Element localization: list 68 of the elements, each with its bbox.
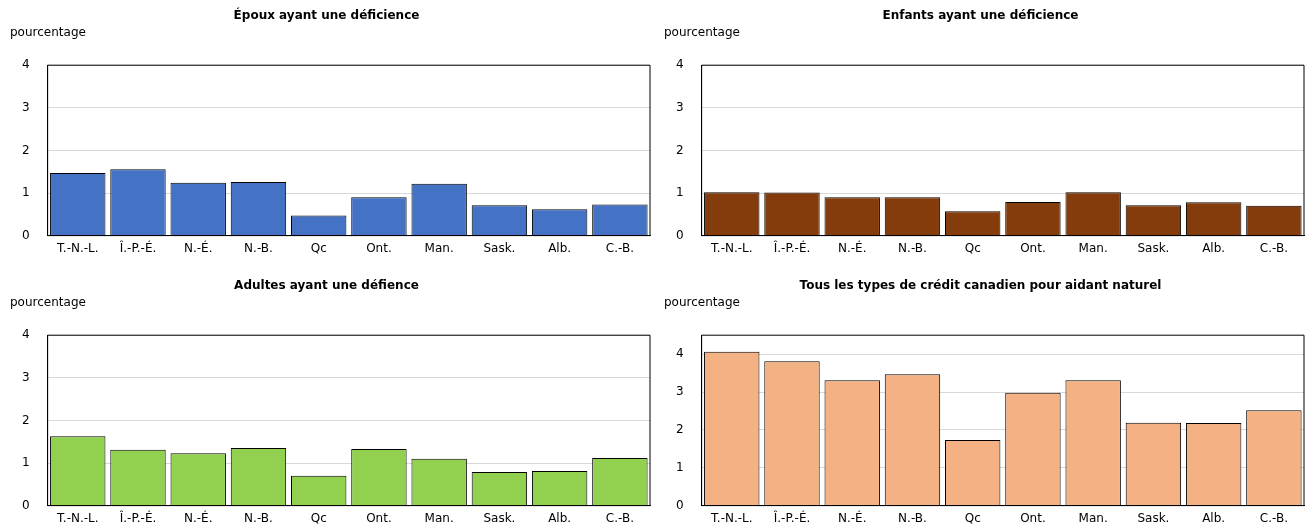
x-tick-label: C.-B. [605,510,634,524]
y-tick-label: 2 [675,142,684,157]
chart-title: Enfants ayant une déficience [881,8,1080,22]
y-axis-title: pourcentage [10,295,86,309]
x-tick-label: Alb. [548,240,572,255]
x-tick-label: Qc [310,510,327,524]
y-axis-title: pourcentage [664,295,740,309]
chart-title: Époux ayant une déficience [232,8,421,22]
y-tick-label: 1 [21,185,30,200]
y-tick-label: 0 [675,227,684,242]
x-tick-label: Sask. [483,240,516,255]
x-tick-label: T.-N.-L. [709,510,753,524]
x-tick-label: Î.-P.-É. [118,239,157,255]
y-tick-label: 0 [21,497,30,512]
x-tick-label: Î.-P.-É. [118,509,157,524]
x-tick-label: Sask. [1137,510,1170,524]
y-tick-label: 4 [675,346,684,361]
x-tick-label: C.-B. [1259,240,1288,255]
x-tick-label: Man. [1078,510,1108,524]
x-tick-label: N.-É. [183,239,213,255]
x-tick-label: Alb. [548,510,572,524]
y-axis-title: pourcentage [664,25,740,39]
x-tick-label: T.-N.-L. [55,510,99,524]
x-tick-label: Ont. [366,240,392,255]
y-tick-label: 3 [675,99,684,114]
x-tick-label: N.-É. [837,239,867,255]
y-tick-label: 0 [675,497,684,512]
x-tick-label: N.-B. [898,240,927,255]
y-tick-label: 2 [21,412,30,427]
x-tick-label: N.-B. [244,240,273,255]
x-tick-label: C.-B. [1259,510,1288,524]
x-tick-label: Qc [310,240,327,255]
x-tick-label: T.-N.-L. [709,240,753,255]
x-tick-label: Î.-P.-É. [772,239,811,255]
y-tick-label: 2 [675,421,684,436]
x-tick-label: N.-É. [837,509,867,524]
chart-title: Tous les types de crédit canadien pour aidant naturel [798,278,1163,292]
x-tick-label: N.-É. [183,509,213,524]
x-tick-label: Ont. [366,510,392,524]
y-axis-title: pourcentage [10,25,86,39]
x-tick-label: Man. [1078,240,1108,255]
y-tick-label: 3 [675,384,684,399]
y-tick-label: 4 [21,57,30,72]
y-tick-label: 4 [675,57,684,72]
x-tick-label: Ont. [1020,510,1046,524]
x-tick-label: C.-B. [605,240,634,255]
x-tick-label: Î.-P.-É. [772,509,811,524]
x-tick-label: N.-B. [898,510,927,524]
x-tick-label: Man. [424,510,454,524]
y-tick-label: 2 [21,142,30,157]
y-tick-label: 1 [21,455,30,470]
x-tick-label: Man. [424,240,454,255]
x-tick-label: Sask. [483,510,516,524]
y-tick-label: 3 [21,99,30,114]
y-tick-label: 1 [675,459,684,474]
x-tick-label: Alb. [1202,510,1226,524]
x-tick-label: Qc [964,240,981,255]
y-tick-label: 1 [675,185,684,200]
y-tick-label: 4 [21,327,30,342]
x-tick-label: T.-N.-L. [55,240,99,255]
y-tick-label: 3 [21,369,30,384]
x-tick-label: Qc [964,510,981,524]
x-tick-label: N.-B. [244,510,273,524]
x-tick-label: Alb. [1202,240,1226,255]
x-tick-label: Ont. [1020,240,1046,255]
chart-title: Adultes ayant une défience [233,278,420,292]
x-tick-label: Sask. [1137,240,1170,255]
y-tick-label: 0 [21,227,30,242]
